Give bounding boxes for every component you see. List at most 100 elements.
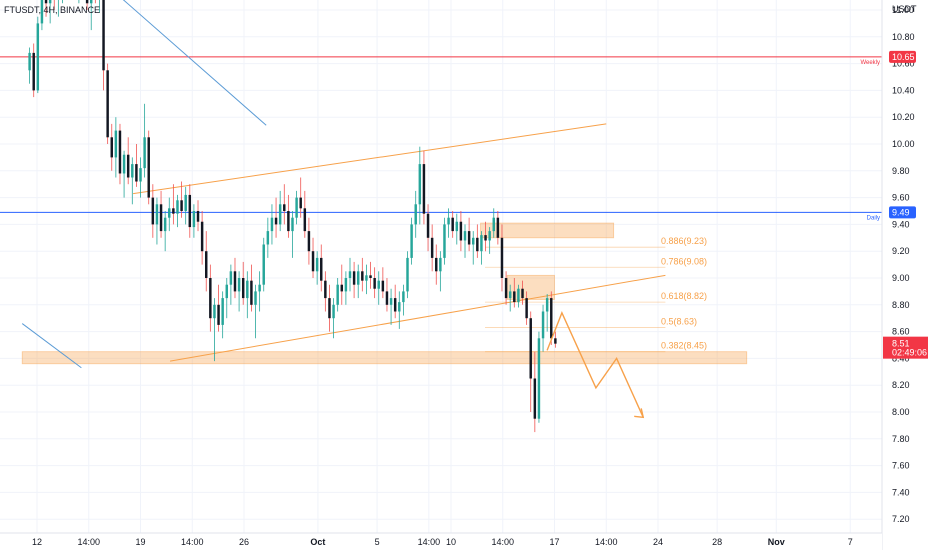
x-tick-label: Oct [310, 537, 325, 547]
x-tick-label: 24 [653, 537, 663, 547]
y-tick-label: 8.20 [892, 380, 910, 390]
x-tick-label: 14:00 [491, 537, 514, 547]
candle-body [48, 0, 52, 4]
candle-body [126, 154, 130, 178]
trendline-channel-bottom [169, 274, 666, 362]
candle-body [89, 0, 93, 4]
x-tick-label: 7 [848, 537, 853, 547]
candle-body [299, 197, 302, 209]
candle-body [373, 278, 376, 289]
y-tick-label: 8.00 [892, 407, 910, 417]
level-label-weekly: Weekly [860, 60, 880, 66]
candle-body [315, 257, 319, 272]
trendline-lower-left-line [21, 323, 82, 369]
candle-body [455, 221, 459, 232]
candle-body [36, 23, 40, 91]
y-tick-label: 7.80 [892, 434, 910, 444]
candle-body [496, 217, 500, 238]
y-tick-label: 9.20 [892, 246, 910, 256]
candle-body [529, 318, 532, 379]
candle-body [237, 278, 241, 292]
candle-body [426, 213, 430, 238]
x-tick-label: 12 [32, 537, 42, 547]
candle-body [270, 217, 274, 232]
y-tick-label: 11.00 [892, 5, 914, 15]
candle-body [110, 137, 113, 158]
candle-body [332, 304, 335, 319]
candle-body [176, 200, 179, 214]
candle-body [385, 291, 389, 305]
candle-body [525, 298, 528, 319]
symbol-label: FTUSDT, 4H, BINANCE [4, 5, 100, 15]
candle-body [398, 302, 401, 312]
candle-body [463, 231, 467, 241]
candle-body [541, 311, 545, 339]
y-tick-label: 9.60 [892, 193, 910, 203]
candle-body [393, 298, 397, 312]
time-axis-labels: 12 14:00 19 14:00 26 Oct 5 14:00 10 14:00 17 14:00 2… [32, 537, 853, 547]
price-axis-labels: 11.00 10.80 10.60 10.40 10.20 10.00 9.80 9.60 9.… [892, 5, 915, 524]
candle-body [213, 304, 216, 319]
fib-levels-layer: 0.886(9.23) 0.786(9.08) 0.618(8.82) 0.5(8.6… [485, 236, 707, 353]
projection-path [546, 311, 644, 418]
candle-body [217, 304, 220, 325]
candle-body [192, 211, 196, 228]
price-levels-layer: Weekly Daily [0, 56, 882, 221]
candle-body [40, 0, 44, 24]
candle-body [122, 154, 126, 174]
candle-body [521, 288, 524, 299]
y-tick-label: 9.80 [892, 166, 910, 176]
price-tag-daily [889, 206, 916, 219]
x-tick-label: 14:00 [181, 537, 204, 547]
candle-body [131, 164, 134, 178]
grid-lines [0, 0, 882, 533]
candle-body [262, 244, 265, 285]
candle-body [163, 217, 167, 232]
candle-body [303, 208, 307, 232]
candle-body [324, 280, 327, 299]
x-tick-label: 28 [712, 537, 722, 547]
candle-body [209, 278, 212, 319]
candle-body [274, 217, 278, 225]
candle-body [447, 217, 450, 225]
y-tick-label: 7.20 [892, 514, 910, 524]
candle-body [147, 137, 150, 198]
candle-body [336, 284, 339, 305]
candle-body [307, 231, 311, 252]
candle-body [311, 251, 315, 272]
candle-body [361, 271, 364, 281]
candle-body [278, 204, 282, 225]
candle-body [200, 221, 204, 252]
fib-label-4: 0.382(8.45) [661, 341, 707, 351]
candle-body [180, 200, 183, 211]
candle-body [476, 237, 479, 252]
candle-body [291, 217, 294, 232]
candle-body [241, 278, 245, 299]
candle-body [320, 257, 323, 281]
candle-body [44, 0, 48, 4]
trendlines-layer [21, 0, 666, 369]
y-tick-label: 10.20 [892, 112, 915, 122]
candle-body [439, 257, 442, 272]
y-tick-label: 9.40 [892, 219, 910, 229]
candle-body [488, 231, 491, 241]
trendline-channel-top [133, 123, 607, 195]
currency-label: USDT [892, 4, 917, 14]
candle-body [459, 221, 463, 241]
candle-body [114, 130, 118, 158]
candle-body [504, 278, 508, 299]
candle-body [283, 204, 286, 211]
time-axis-panel [0, 533, 882, 550]
fib-label-3: 0.5(8.63) [661, 317, 697, 327]
zone-upper-box [480, 222, 615, 239]
candle-body [402, 291, 405, 303]
candle-body [32, 52, 35, 91]
candle-body [537, 338, 541, 419]
x-tick-label: 10 [446, 537, 456, 547]
y-tick-label: 9.00 [892, 273, 910, 283]
candle-body [414, 204, 417, 225]
candle-body [348, 271, 352, 278]
price-axis-panel [882, 0, 932, 550]
